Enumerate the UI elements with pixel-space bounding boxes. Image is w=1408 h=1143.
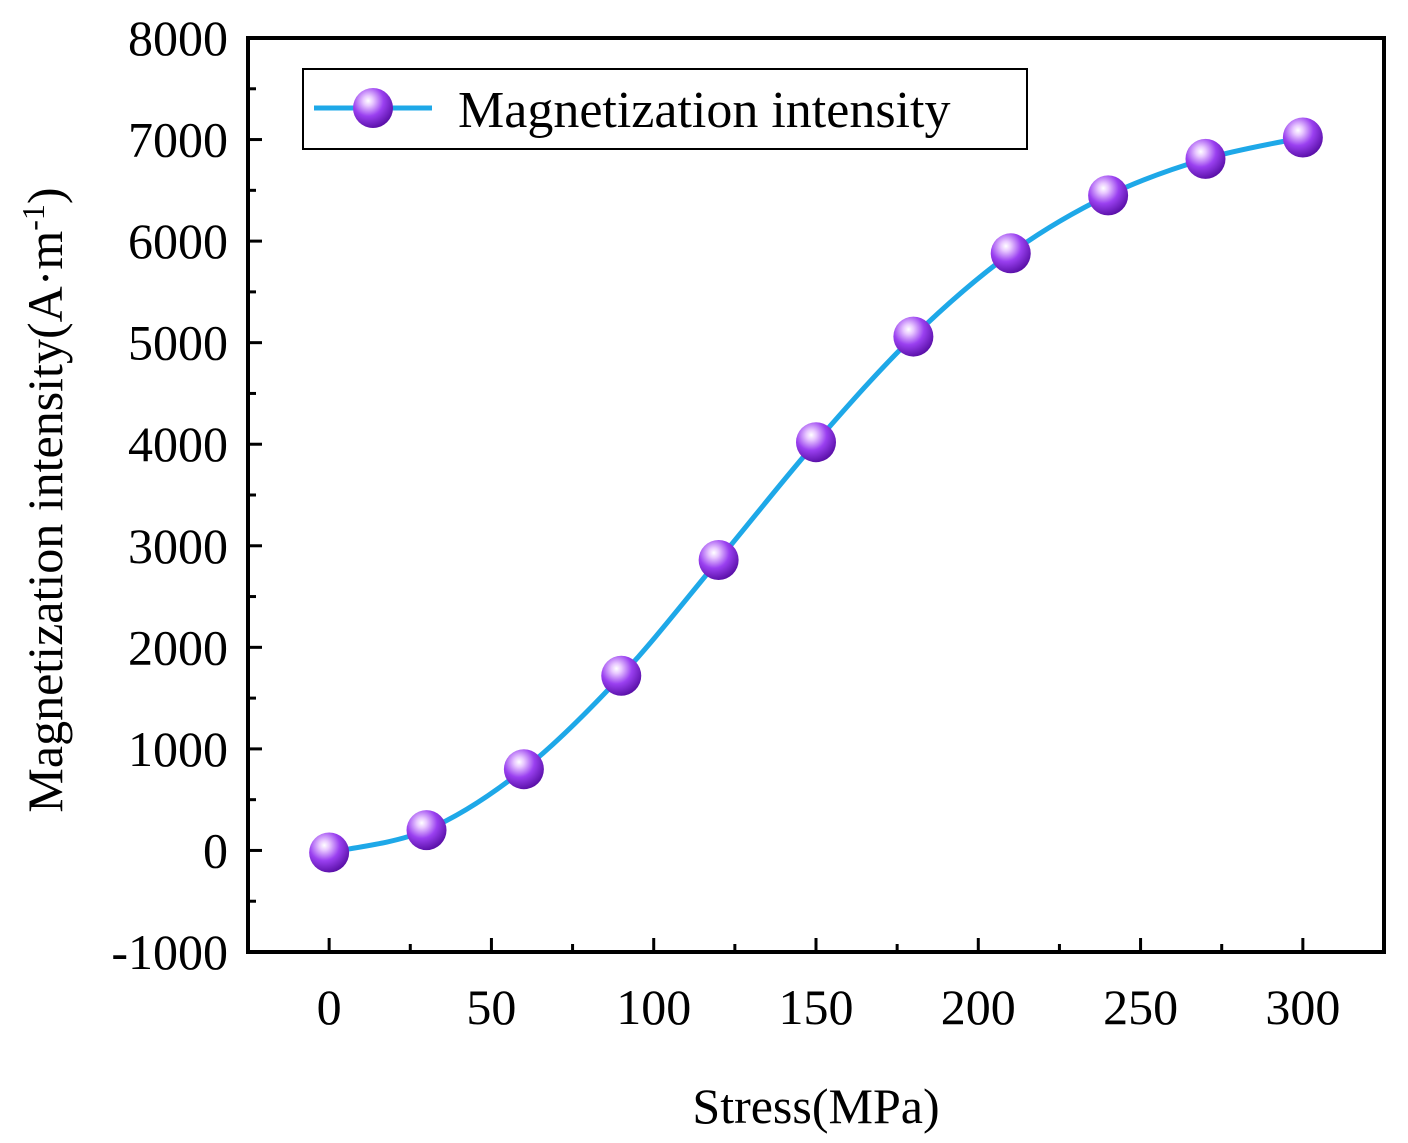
y-tick-label: 1000 [128,721,228,777]
y-tick-label: -1000 [111,924,228,980]
y-tick-label: 7000 [128,112,228,168]
y-tick-label: 0 [203,822,228,878]
legend-entry-label: Magnetization intensity [458,82,950,139]
y-axis-title-suffix: ) [17,187,73,204]
data-point [503,749,544,790]
y-tick-label: 4000 [128,416,228,472]
series-line [328,135,1304,855]
y-axis-title-superscript: -1 [15,204,51,231]
y-tick-label: 2000 [128,619,228,675]
data-point [1185,138,1226,179]
x-tick-label: 100 [616,979,691,1035]
x-axis-title: Stress(MPa) [692,1078,939,1134]
x-tick-label: 50 [466,979,516,1035]
axes: 0 50 100 150 200 250 300 -1000 0 1000 2000 3000 4000… [111,10,1386,1035]
y-tick-label: 3000 [128,518,228,574]
x-tick-label: 300 [1265,979,1340,1035]
legend-marker-sample [353,88,393,128]
data-point [893,316,934,357]
data-point [796,422,836,463]
data-point [698,539,739,580]
data-point [1282,117,1323,158]
x-tick-label: 0 [317,979,342,1035]
y-axis-title: Magnetization intensity(A·m-1) [15,187,73,812]
data-point [1088,175,1129,216]
data-point [309,832,350,873]
x-tick-label: 250 [1103,979,1178,1035]
x-tick-label: 200 [941,979,1016,1035]
legend: Magnetization intensity [302,68,1028,150]
data-point [990,233,1031,274]
data-point [406,810,447,851]
y-tick-label: 5000 [128,315,228,371]
y-tick-label: 8000 [128,10,228,66]
data-point [601,655,642,696]
series-group [309,117,1323,873]
y-axis-title-main: Magnetization intensity(A·m [17,231,73,813]
y-tick-label: 6000 [128,213,228,269]
x-tick-label: 150 [779,979,854,1035]
